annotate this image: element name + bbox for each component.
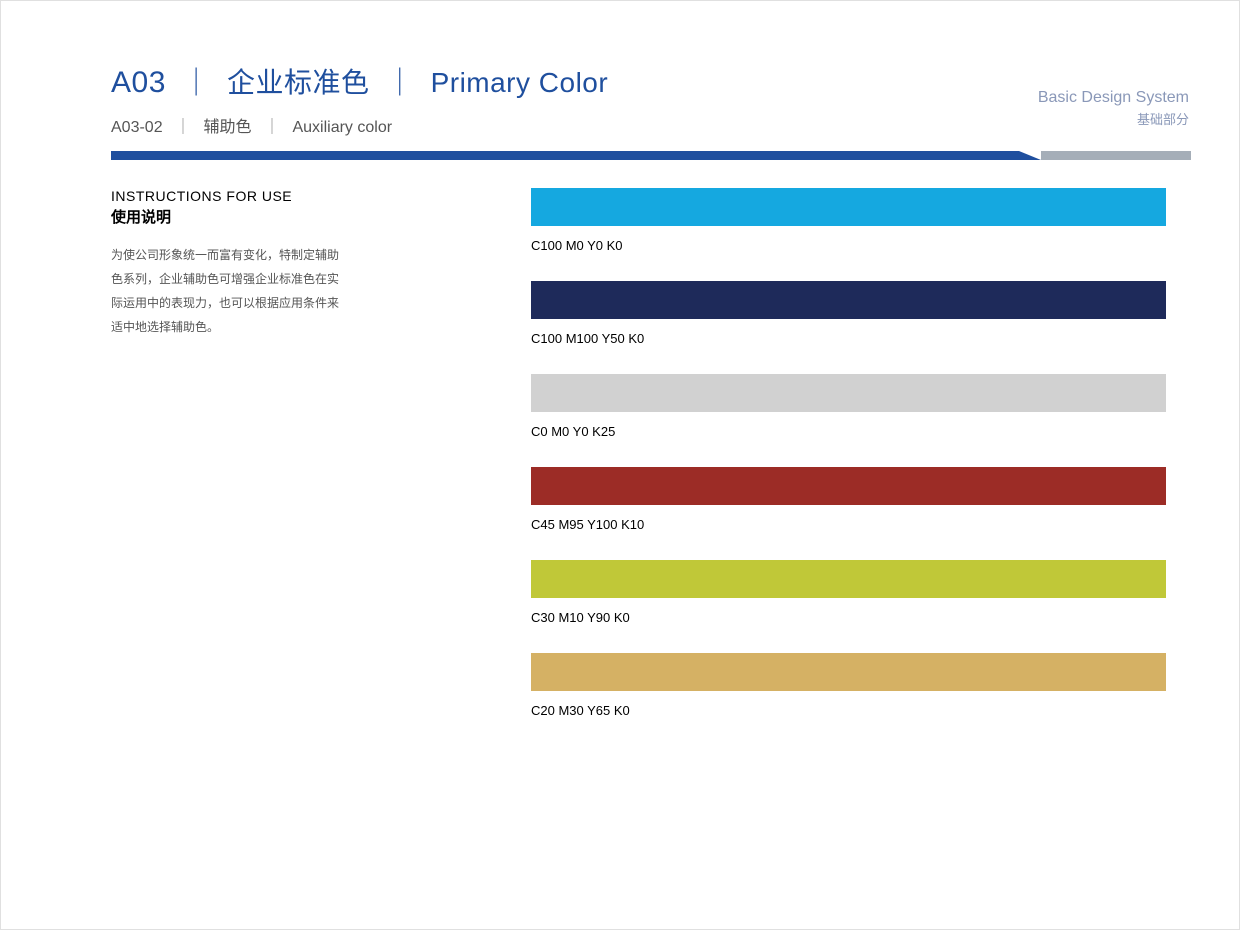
title-cn: 企业标准色 — [227, 67, 370, 98]
color-swatch-label: C100 M100 Y50 K0 — [531, 331, 1179, 346]
color-swatch-bar — [531, 188, 1166, 226]
subtitle-separator: ｜ — [175, 119, 191, 136]
divider-blue-segment — [111, 151, 1019, 160]
instructions-column: INSTRUCTIONS FOR USE 使用说明 为使公司形象统一而富有变化，… — [111, 188, 411, 746]
instructions-heading-en: INSTRUCTIONS FOR USE — [111, 188, 411, 204]
system-label-en: Basic Design System — [1038, 89, 1189, 107]
subsection-code: A03-02 — [111, 119, 163, 136]
page-title-main: A03 ｜ 企业标准色 ｜ Primary Color — [111, 61, 1179, 101]
title-en: Primary Color — [431, 67, 609, 98]
swatch-block: C0 M0 Y0 K25 — [531, 374, 1179, 439]
color-swatch-label: C100 M0 Y0 K0 — [531, 238, 1179, 253]
swatch-block: C20 M30 Y65 K0 — [531, 653, 1179, 718]
subtitle-en: Auxiliary color — [292, 119, 392, 136]
swatches-column: C100 M0 Y0 K0 C100 M100 Y50 K0 C0 M0 Y0 K2… — [531, 188, 1179, 746]
color-swatch-bar — [531, 653, 1166, 691]
color-swatch-label: C45 M95 Y100 K10 — [531, 517, 1179, 532]
color-swatch-bar — [531, 281, 1166, 319]
divider-gray-segment — [1041, 151, 1191, 160]
instructions-heading-cn: 使用说明 — [111, 206, 411, 227]
subtitle-cn: 辅助色 — [204, 119, 252, 136]
subtitle-separator: ｜ — [264, 119, 280, 136]
title-separator: ｜ — [182, 67, 211, 98]
title-separator: ｜ — [386, 67, 415, 98]
color-swatch-label: C0 M0 Y0 K25 — [531, 424, 1179, 439]
color-swatch-label: C30 M10 Y90 K0 — [531, 610, 1179, 625]
page-container: A03 ｜ 企业标准色 ｜ Primary Color A03-02 ｜ 辅助色… — [1, 1, 1239, 929]
color-swatch-label: C20 M30 Y65 K0 — [531, 703, 1179, 718]
swatch-block: C45 M95 Y100 K10 — [531, 467, 1179, 532]
system-label-cn: 基础部分 — [1038, 109, 1189, 128]
color-swatch-bar — [531, 560, 1166, 598]
swatch-block: C100 M0 Y0 K0 — [531, 188, 1179, 253]
header-divider — [111, 151, 1191, 160]
instructions-body-text: 为使公司形象统一而富有变化，特制定辅助色系列，企业辅助色可增强企业标准色在实际运… — [111, 243, 341, 339]
swatch-block: C30 M10 Y90 K0 — [531, 560, 1179, 625]
section-code: A03 — [111, 66, 166, 99]
color-swatch-bar — [531, 374, 1166, 412]
content-area: INSTRUCTIONS FOR USE 使用说明 为使公司形象统一而富有变化，… — [111, 188, 1179, 746]
page-title-sub: A03-02 ｜ 辅助色 ｜ Auxiliary color — [111, 113, 1179, 137]
system-label: Basic Design System 基础部分 — [1038, 89, 1189, 128]
color-swatch-bar — [531, 467, 1166, 505]
swatch-block: C100 M100 Y50 K0 — [531, 281, 1179, 346]
